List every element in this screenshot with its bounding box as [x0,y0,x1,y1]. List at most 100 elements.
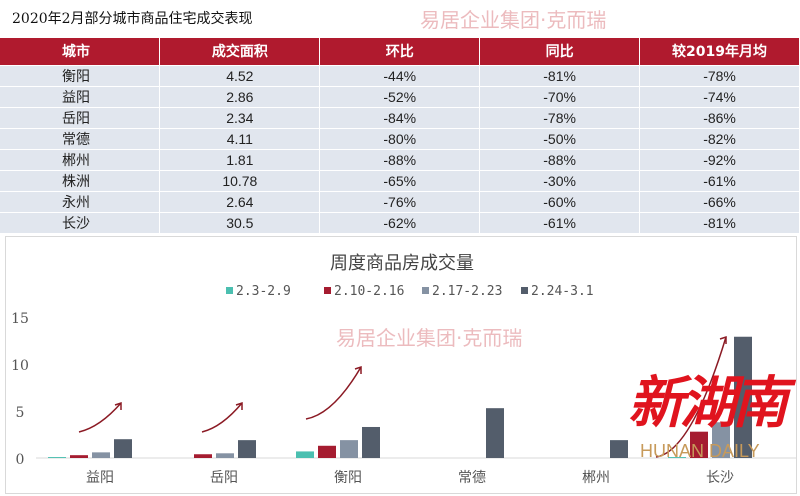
x-tick-label: 衡阳 [334,470,362,486]
legend-swatch [324,287,331,294]
cell-city: 益阳 [0,85,161,107]
cell-vs2019: -82% [639,127,800,149]
x-tick-label: 益阳 [86,470,114,486]
cell-yoy: -70% [479,85,641,107]
hunan-logo: 新湖南 [628,370,788,436]
bar [712,422,730,458]
trend-arrow [201,402,243,433]
cell-area: 4.52 [159,64,321,86]
cell-area: 2.86 [159,85,321,107]
bar [194,454,212,458]
cell-area: 2.34 [159,106,321,128]
cell-mom: -65% [319,169,481,191]
header-mom: 环比 [319,38,481,65]
table-header-row: 城市 成交面积 环比 同比 较2019年月均 [0,38,800,65]
legend-label: 2.17-2.23 [432,284,502,299]
cell-yoy: -50% [479,127,641,149]
cell-yoy: -60% [479,190,641,212]
bar [610,440,628,458]
bar [92,452,110,458]
cell-yoy: -78% [479,106,641,128]
cell-yoy: -61% [479,211,641,233]
legend-label: 2.3-2.9 [236,284,291,299]
cell-mom: -84% [319,106,481,128]
bar [48,457,66,458]
table-row: 益阳 2.86 -52% -70% -74% [0,85,800,107]
legend-label: 2.10-2.16 [334,284,404,299]
legend-swatch [422,287,429,294]
cell-city: 株洲 [0,169,161,191]
cell-mom: -52% [319,85,481,107]
y-tick-label: 5 [16,405,25,421]
table-row: 常德 4.11 -80% -50% -82% [0,127,800,149]
arrow-head-icon [354,365,362,374]
cell-vs2019: -78% [639,64,800,86]
cell-city: 衡阳 [0,64,161,86]
cell-city: 郴州 [0,148,161,170]
x-tick-label: 常德 [458,470,486,486]
bar [340,440,358,458]
table-row: 郴州 1.81 -88% -88% -92% [0,148,800,170]
cell-area: 1.81 [159,148,321,170]
watermark: 易居企业集团·克而瑞 [420,8,607,32]
cell-yoy: -81% [479,64,641,86]
arrow-head-icon [114,401,122,410]
cell-vs2019: -86% [639,106,800,128]
trend-arrow [78,402,122,433]
y-tick-label: 15 [11,311,29,327]
cell-vs2019: -61% [639,169,800,191]
bar [114,439,132,458]
cell-mom: -80% [319,127,481,149]
arrow-head-icon [719,335,727,344]
cell-vs2019: -92% [639,148,800,170]
cell-mom: -76% [319,190,481,212]
cell-yoy: -88% [479,148,641,170]
chart-svg: 周度商品房成交量 2.3-2.9 2.10-2.16 2.17-2.23 2.24-3.… [11,253,796,486]
x-tick-label: 郴州 [582,470,610,486]
page-title: 2020年2月部分城市商品住宅成交表现 [12,11,253,27]
cell-mom: -44% [319,64,481,86]
cell-vs2019: -74% [639,85,800,107]
bar [690,431,708,458]
bar [734,336,752,458]
bar [362,426,380,458]
weekly-sales-chart: 周度商品房成交量 2.3-2.9 2.10-2.16 2.17-2.23 2.24-3.… [5,236,797,494]
header-area: 成交面积 [159,38,321,65]
cell-city: 岳阳 [0,106,161,128]
cell-vs2019: -66% [639,190,800,212]
y-tick-label: 0 [16,452,25,468]
city-sales-table: 城市 成交面积 环比 同比 较2019年月均 衡阳 4.52 -44% -81% -78… [0,38,800,233]
arrow-head-icon [235,401,243,410]
table-row: 株洲 10.78 -65% -30% -61% [0,169,800,191]
bar [70,455,88,458]
legend-swatch [226,287,233,294]
cell-yoy: -30% [479,169,641,191]
table-row: 永州 2.64 -76% -60% -66% [0,190,800,212]
trend-arrow [655,336,727,458]
cell-mom: -88% [319,148,481,170]
cell-area: 30.5 [159,211,321,233]
x-tick-label: 岳阳 [210,470,238,486]
bar [668,457,686,458]
cell-city: 长沙 [0,211,161,233]
y-tick-label: 10 [11,358,29,374]
cell-area: 10.78 [159,169,321,191]
cell-vs2019: -81% [639,211,800,233]
bar [216,453,234,458]
cell-city: 常德 [0,127,161,149]
chart-title: 周度商品房成交量 [330,253,474,274]
cell-area: 2.64 [159,190,321,212]
header-city: 城市 [0,38,161,65]
legend-swatch [521,287,528,294]
table-row: 衡阳 4.52 -44% -81% -78% [0,64,800,86]
header-yoy: 同比 [479,38,641,65]
bar [318,445,336,458]
hunan-daily-logo: HUNAN DAILY [640,441,760,461]
header-vs2019: 较2019年月均 [639,38,800,65]
bar [238,440,256,458]
table-row: 岳阳 2.34 -84% -78% -86% [0,106,800,128]
bar [296,451,314,458]
cell-mom: -62% [319,211,481,233]
x-tick-label: 长沙 [706,470,734,486]
chart-watermark: 易居企业集团·克而瑞 [336,326,523,350]
